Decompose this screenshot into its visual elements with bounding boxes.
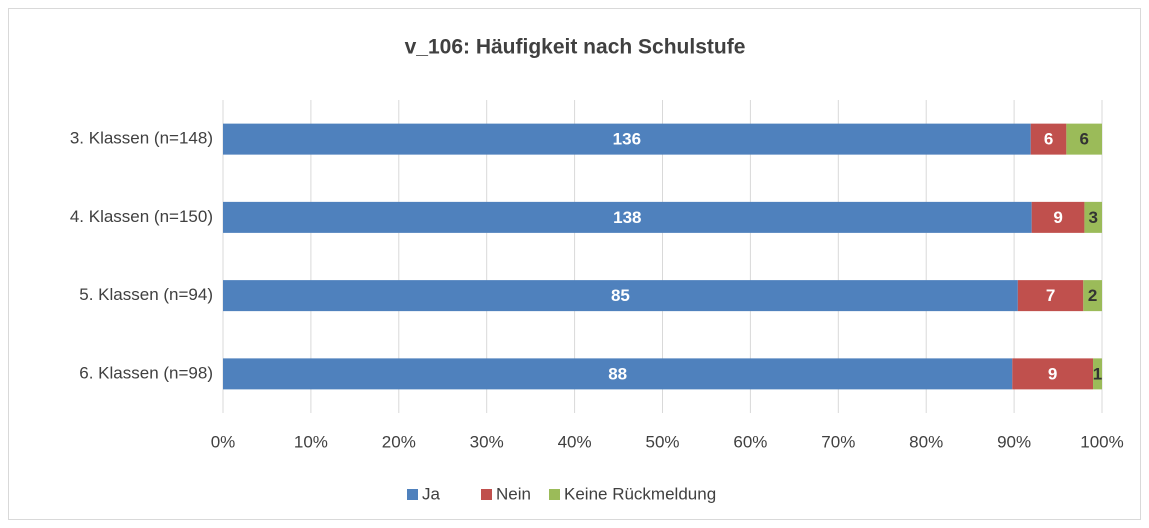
x-tick-label: 30% [470, 432, 504, 451]
bar-segment [223, 358, 1013, 390]
bar-segment [223, 201, 1032, 233]
data-label: 85 [611, 286, 630, 305]
y-tick-label: 4. Klassen (n=150) [70, 207, 213, 226]
bar-segment [1084, 201, 1102, 233]
x-tick-label: 0% [211, 432, 236, 451]
x-tick-label: 70% [821, 432, 855, 451]
legend-swatch [481, 489, 492, 500]
x-tick-label: 40% [558, 432, 592, 451]
bar-segment [1083, 280, 1102, 312]
data-label: 3 [1088, 208, 1097, 227]
data-label: 136 [613, 130, 641, 149]
bar-segment [1030, 123, 1067, 155]
data-label: 88 [608, 364, 627, 383]
data-label: 9 [1048, 364, 1057, 383]
data-label: 7 [1046, 286, 1055, 305]
x-tick-label: 50% [645, 432, 679, 451]
data-label: 1 [1093, 364, 1102, 383]
data-label: 138 [613, 208, 641, 227]
bar-segment [223, 280, 1018, 312]
chart-title: v_106: Häufigkeit nach Schulstufe [405, 36, 746, 59]
data-label: 6 [1079, 130, 1088, 149]
legend-swatch [407, 489, 418, 500]
legend-label: Ja [422, 484, 441, 503]
bar-segment [223, 123, 1031, 155]
bar-segment [1066, 123, 1102, 155]
legend-label: Nein [496, 484, 531, 503]
x-tick-label: 100% [1080, 432, 1123, 451]
bar-segment [1012, 358, 1094, 390]
y-tick-label: 3. Klassen (n=148) [70, 129, 213, 148]
y-tick-label: 6. Klassen (n=98) [79, 363, 213, 382]
x-tick-label: 90% [997, 432, 1031, 451]
data-label: 9 [1053, 208, 1062, 227]
x-tick-label: 10% [294, 432, 328, 451]
legend-swatch [549, 489, 560, 500]
bar-segment [1093, 358, 1102, 390]
bar-segment [1017, 280, 1084, 312]
x-tick-label: 20% [382, 432, 416, 451]
x-tick-label: 80% [909, 432, 943, 451]
x-tick-label: 60% [733, 432, 767, 451]
data-label: 2 [1088, 286, 1097, 305]
data-label: 6 [1044, 130, 1053, 149]
legend-label: Keine Rückmeldung [564, 484, 716, 503]
y-tick-label: 5. Klassen (n=94) [79, 285, 213, 304]
bar-segment [1031, 201, 1085, 233]
